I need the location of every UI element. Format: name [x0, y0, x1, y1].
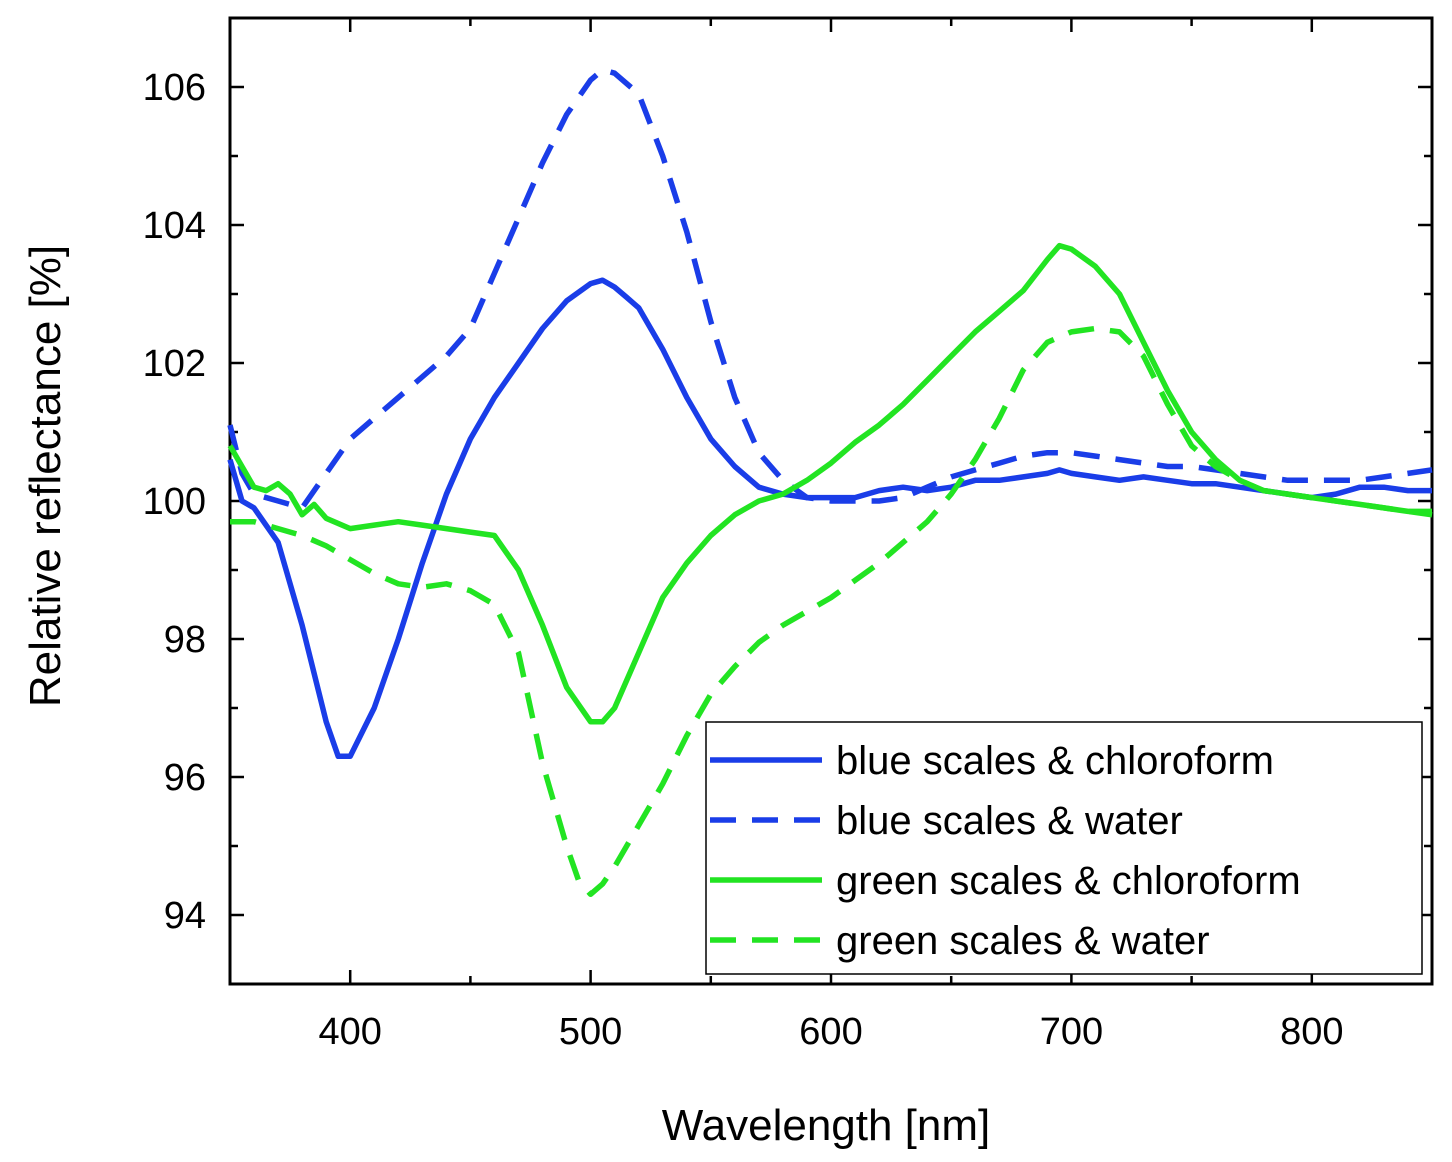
- series-line-3: [227, 242, 1432, 725]
- x-tick-label: 400: [318, 1011, 381, 1053]
- series-line-4: [230, 325, 1433, 898]
- x-tick-label: 800: [1280, 1011, 1343, 1053]
- tick-labels: 400 500 600 700 800 94 96 98 100 102 104 106: [143, 67, 1344, 1053]
- y-tick-label: 98: [164, 619, 206, 661]
- series-layer: [227, 67, 1433, 898]
- legend: blue scales & chloroform blue scales & wa…: [705, 721, 1423, 975]
- legend-label: green scales & chloroform: [836, 859, 1301, 903]
- y-tick-label: 100: [143, 481, 206, 523]
- series-line-2: [227, 67, 1433, 511]
- y-tick-label: 102: [143, 343, 206, 385]
- x-axis-title: Wavelength [nm]: [662, 1101, 991, 1150]
- legend-box: [705, 721, 1423, 975]
- axis-ticks: [228, 16, 1434, 986]
- y-tick-label: 94: [164, 895, 206, 937]
- y-tick-label: 104: [143, 205, 206, 247]
- series-line-1: [227, 277, 1432, 760]
- y-tick-label: 96: [164, 757, 206, 799]
- legend-label: green scales & water: [836, 919, 1210, 963]
- x-tick-label: 600: [799, 1011, 862, 1053]
- legend-label: blue scales & water: [836, 799, 1183, 843]
- y-axis-title: Relative reflectance [%]: [21, 245, 70, 707]
- x-tick-label: 500: [559, 1011, 622, 1053]
- legend-label: blue scales & chloroform: [836, 739, 1274, 783]
- y-tick-label: 106: [143, 67, 206, 109]
- x-tick-label: 700: [1040, 1011, 1103, 1053]
